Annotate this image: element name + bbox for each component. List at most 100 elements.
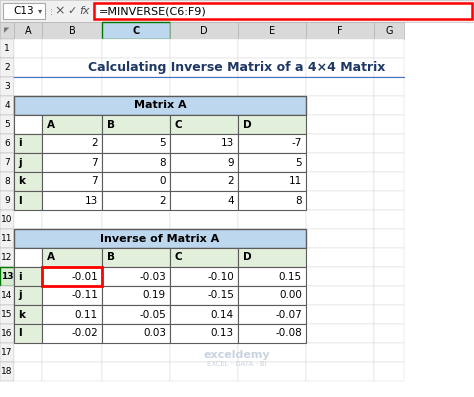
Text: 8: 8 — [159, 158, 166, 168]
Bar — [306, 58, 374, 77]
Text: exceldemy: exceldemy — [204, 351, 270, 360]
Text: D: D — [243, 119, 252, 129]
Bar — [306, 191, 374, 210]
Bar — [238, 22, 306, 39]
Bar — [102, 286, 170, 305]
Bar — [374, 229, 404, 248]
Text: -0.05: -0.05 — [139, 310, 166, 320]
Bar — [0, 96, 14, 115]
Bar — [374, 210, 404, 229]
Bar — [102, 191, 170, 210]
Bar — [306, 115, 374, 134]
Bar — [170, 343, 238, 362]
Bar — [14, 305, 42, 324]
Bar — [238, 229, 306, 248]
Bar — [238, 134, 306, 153]
Text: 7: 7 — [91, 177, 98, 187]
Bar — [374, 153, 404, 172]
Bar — [374, 343, 404, 362]
Bar — [306, 324, 374, 343]
Bar — [0, 210, 14, 229]
Bar — [306, 286, 374, 305]
Text: ⋮⋮: ⋮⋮ — [42, 8, 56, 14]
Bar — [170, 362, 238, 381]
Bar — [170, 134, 238, 153]
Bar — [0, 267, 14, 286]
Text: 0: 0 — [159, 177, 166, 187]
Bar — [238, 267, 306, 286]
Bar — [14, 324, 42, 343]
Bar — [170, 191, 238, 210]
Text: 13: 13 — [85, 195, 98, 206]
Bar — [42, 210, 102, 229]
Bar — [374, 39, 404, 58]
Bar — [306, 22, 374, 39]
Bar — [238, 153, 306, 172]
Bar — [102, 134, 170, 153]
Text: 15: 15 — [1, 310, 13, 319]
Bar — [238, 115, 306, 134]
Bar — [14, 39, 42, 58]
Text: k: k — [18, 177, 25, 187]
Bar — [238, 172, 306, 191]
Bar — [102, 305, 170, 324]
Bar — [14, 229, 306, 248]
Bar — [14, 343, 42, 362]
Bar — [14, 96, 306, 115]
Bar — [14, 286, 42, 305]
Bar — [238, 96, 306, 115]
Text: -0.08: -0.08 — [275, 328, 302, 339]
Bar — [14, 229, 42, 248]
Text: 8: 8 — [4, 177, 10, 186]
Bar — [170, 58, 238, 77]
Bar — [42, 22, 102, 39]
Bar — [238, 305, 306, 324]
Text: A: A — [47, 119, 55, 129]
Text: 0.13: 0.13 — [211, 328, 234, 339]
Bar — [102, 267, 170, 286]
Text: Calculating Inverse Matrix of a 4×4 Matrix: Calculating Inverse Matrix of a 4×4 Matr… — [88, 61, 386, 74]
Bar — [170, 248, 238, 267]
Bar — [374, 172, 404, 191]
Bar — [306, 134, 374, 153]
Bar — [102, 248, 170, 267]
Text: 11: 11 — [289, 177, 302, 187]
Bar — [170, 153, 238, 172]
Bar — [42, 134, 102, 153]
Bar — [102, 286, 170, 305]
Bar — [170, 172, 238, 191]
Text: 5: 5 — [4, 120, 10, 129]
Bar — [0, 343, 14, 362]
Bar — [306, 248, 374, 267]
Text: -7: -7 — [292, 139, 302, 148]
Bar — [306, 172, 374, 191]
Bar — [42, 248, 102, 267]
Bar — [238, 286, 306, 305]
Text: 0.14: 0.14 — [211, 310, 234, 320]
Bar — [42, 115, 102, 134]
Bar — [42, 153, 102, 172]
Bar — [14, 115, 42, 134]
Text: 2: 2 — [159, 195, 166, 206]
Bar — [170, 267, 238, 286]
Bar — [42, 39, 102, 58]
Bar — [374, 248, 404, 267]
Bar — [42, 305, 102, 324]
Bar — [0, 22, 14, 39]
Bar — [102, 324, 170, 343]
Text: i: i — [18, 139, 22, 148]
Bar — [238, 191, 306, 210]
Text: 13: 13 — [221, 139, 234, 148]
Bar — [238, 248, 306, 267]
Bar — [3, 3, 45, 19]
Bar — [238, 248, 306, 267]
Bar — [374, 77, 404, 96]
Bar — [14, 362, 42, 381]
Bar — [42, 324, 102, 343]
Bar — [42, 362, 102, 381]
Bar — [374, 115, 404, 134]
Bar — [306, 229, 374, 248]
Bar — [42, 77, 102, 96]
Bar — [306, 153, 374, 172]
Bar — [42, 286, 102, 305]
